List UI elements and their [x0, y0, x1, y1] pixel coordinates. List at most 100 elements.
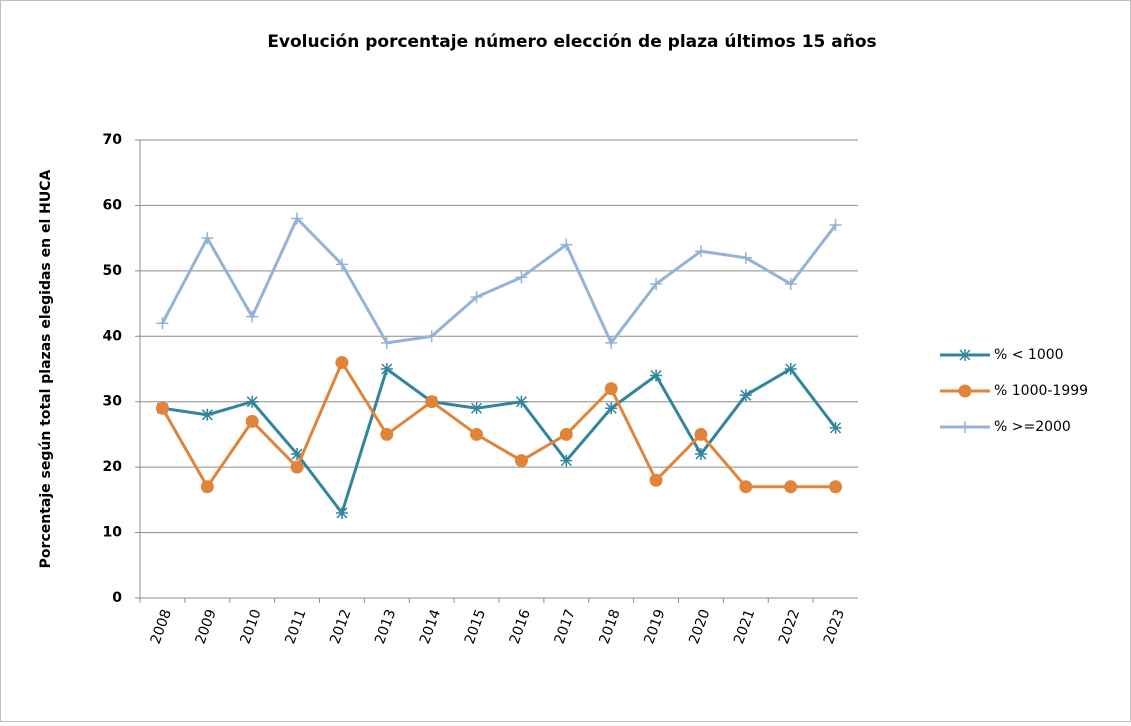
point-dot — [514, 454, 528, 468]
legend-marker-cross — [959, 421, 971, 433]
point — [470, 402, 483, 415]
point — [650, 277, 663, 290]
series-line — [161, 215, 837, 346]
point — [425, 395, 439, 409]
point — [605, 336, 618, 349]
point — [246, 395, 259, 408]
point — [559, 427, 573, 441]
point — [560, 238, 573, 251]
point-cross — [335, 506, 348, 519]
point — [784, 277, 797, 290]
y-tick-label: 10 — [103, 525, 123, 541]
point — [470, 427, 484, 441]
point — [291, 212, 304, 225]
point-cross — [380, 336, 393, 349]
point-cross — [560, 454, 573, 467]
legend-marker-dot — [958, 384, 972, 398]
point — [380, 336, 393, 349]
legend-label: % < 1000 — [994, 347, 1064, 363]
y-tick-label: 30 — [103, 394, 123, 410]
point-cross — [829, 219, 842, 232]
point-dot — [470, 427, 484, 441]
point-cross — [425, 330, 438, 343]
point — [739, 251, 752, 264]
point — [156, 317, 169, 330]
legend-marker-cross — [959, 349, 971, 361]
point — [560, 454, 573, 467]
point-cross — [246, 310, 259, 323]
point — [290, 460, 304, 474]
point-cross — [560, 238, 573, 251]
point-dot — [335, 355, 349, 369]
series-line — [162, 366, 837, 517]
chart-title: Evolución porcentaje número elección de … — [267, 32, 876, 52]
point — [829, 219, 842, 232]
y-tick-label: 40 — [103, 328, 123, 344]
point-cross — [201, 232, 214, 245]
point — [335, 506, 348, 519]
y-tick-label: 20 — [103, 459, 123, 475]
point — [155, 401, 169, 415]
point — [829, 480, 843, 494]
point — [201, 408, 214, 421]
legend-marker — [959, 349, 971, 361]
y-tick-label: 0 — [112, 590, 122, 606]
point-cross — [650, 277, 663, 290]
point-dot — [559, 427, 573, 441]
point — [470, 291, 483, 304]
point-cross — [739, 251, 752, 264]
point-cross — [291, 448, 304, 461]
point — [739, 389, 752, 402]
point-cross — [694, 245, 707, 258]
point — [514, 454, 528, 468]
point — [739, 480, 753, 494]
point — [291, 448, 304, 461]
legend-label: % >=2000 — [994, 419, 1071, 435]
point-dot — [425, 395, 439, 409]
point-dot — [245, 414, 259, 428]
point — [604, 382, 618, 396]
point-dot — [739, 480, 753, 494]
legend-marker — [958, 384, 972, 398]
y-tick-label: 60 — [103, 197, 123, 213]
y-tick-label: 50 — [103, 263, 123, 279]
point-dot — [784, 480, 798, 494]
point — [515, 271, 528, 284]
y-axis-title: Porcentaje según total plazas elegidas e… — [38, 169, 54, 568]
point-cross — [291, 212, 304, 225]
point — [200, 480, 214, 494]
point-dot — [829, 480, 843, 494]
point — [694, 427, 708, 441]
point — [246, 310, 259, 323]
point — [425, 330, 438, 343]
point-cross — [515, 271, 528, 284]
point — [201, 232, 214, 245]
point — [245, 414, 259, 428]
point-cross — [694, 448, 707, 461]
point-cross — [470, 402, 483, 415]
point-cross — [201, 408, 214, 421]
series-line — [161, 359, 836, 490]
point — [380, 427, 394, 441]
point-cross — [739, 389, 752, 402]
point-cross — [156, 317, 169, 330]
point — [650, 369, 663, 382]
point-cross — [515, 395, 528, 408]
point — [515, 395, 528, 408]
point-cross — [784, 363, 797, 375]
point-cross — [829, 421, 842, 434]
point-dot — [649, 473, 663, 487]
point-dot — [290, 460, 304, 474]
point-cross — [380, 363, 393, 375]
point-dot — [155, 401, 169, 415]
legend-marker — [959, 421, 971, 433]
point — [380, 363, 393, 375]
point-dot — [380, 427, 394, 441]
point-cross — [246, 395, 259, 408]
point — [335, 355, 349, 369]
point — [335, 258, 348, 271]
point-dot — [200, 480, 214, 494]
point-dot — [694, 427, 708, 441]
point-cross — [650, 369, 663, 382]
